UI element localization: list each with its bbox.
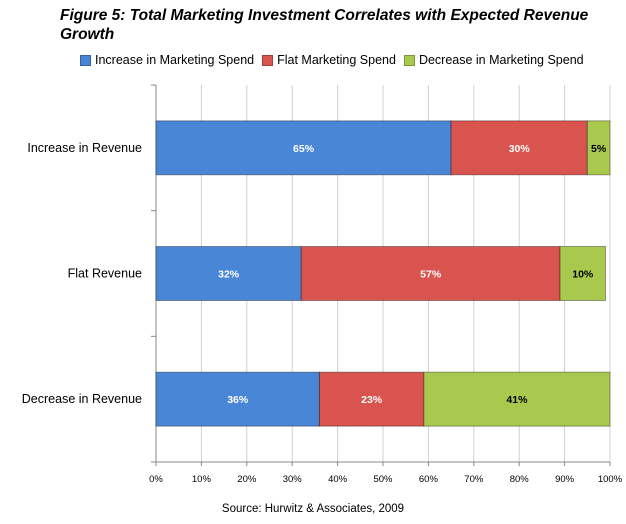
x-tick-label: 40% — [328, 474, 348, 485]
legend-item-increase-in-marketing-spend: Increase in Marketing Spend — [80, 53, 254, 67]
legend-item-decrease-in-marketing-spend: Decrease in Marketing Spend — [403, 53, 584, 67]
data-label: 5% — [591, 143, 607, 155]
data-label: 65% — [293, 143, 315, 155]
legend: Increase in Marketing Spend Flat Marketin… — [80, 51, 592, 69]
x-tick-label: 30% — [283, 474, 303, 485]
legend-label: Flat Marketing Spend — [277, 53, 396, 67]
legend-label: Increase in Marketing Spend — [95, 53, 255, 67]
data-label: 32% — [218, 269, 240, 281]
bar-decrease-in-revenue-increase-in-marketing-spend — [155, 371, 320, 427]
legend-label: Decrease in Marketing Spend — [418, 53, 584, 67]
x-tick-label: 50% — [373, 474, 393, 485]
legend-swatch — [403, 54, 415, 66]
legend-swatch — [80, 54, 91, 66]
x-tick-label: 60% — [419, 474, 439, 485]
bar-flat-revenue-increase-in-marketing-spend — [155, 246, 302, 301]
x-tick-label: 0% — [149, 474, 163, 485]
x-tick-label: 70% — [464, 474, 484, 485]
bar-flat-revenue-flat-marketing-spend — [300, 246, 561, 301]
chart-area: 0% 10% 20% 30% 40% 50% 60% 70% 80% 90% 100% Increas… — [22, 84, 623, 485]
bar-decrease-in-revenue-decrease-in-marketing-spend — [423, 371, 611, 427]
bar-decrease-in-revenue-flat-marketing-spend — [318, 371, 425, 427]
data-label: 10% — [572, 269, 594, 281]
bar-increase-in-revenue-flat-marketing-spend — [450, 120, 588, 176]
category-label: Increase in Revenue — [27, 141, 142, 155]
x-tick-label: 20% — [237, 474, 257, 485]
x-tick-label: 10% — [192, 474, 212, 485]
legend-item-flat-marketing-spend: Flat Marketing Spend — [262, 53, 396, 67]
bar-flat-revenue-decrease-in-marketing-spend — [559, 246, 606, 301]
data-label: 23% — [361, 394, 383, 406]
data-label: 57% — [420, 269, 442, 281]
data-label: 41% — [506, 394, 528, 406]
category-label: Decrease in Revenue — [22, 392, 142, 406]
category-label: Flat Revenue — [68, 267, 142, 281]
source-note: Source: Hurwitz & Associates, 2009 — [221, 503, 405, 515]
chart-title: Figure 5: Total Marketing Investment Cor… — [60, 7, 589, 43]
legend-swatch — [262, 54, 274, 66]
data-label: 36% — [227, 394, 249, 406]
bar-increase-in-revenue-decrease-in-marketing-spend — [586, 120, 611, 176]
x-tick-label: 80% — [510, 474, 530, 485]
x-tick-label: 100% — [598, 474, 623, 485]
x-tick-label: 90% — [555, 474, 575, 485]
data-label: 30% — [509, 143, 531, 155]
